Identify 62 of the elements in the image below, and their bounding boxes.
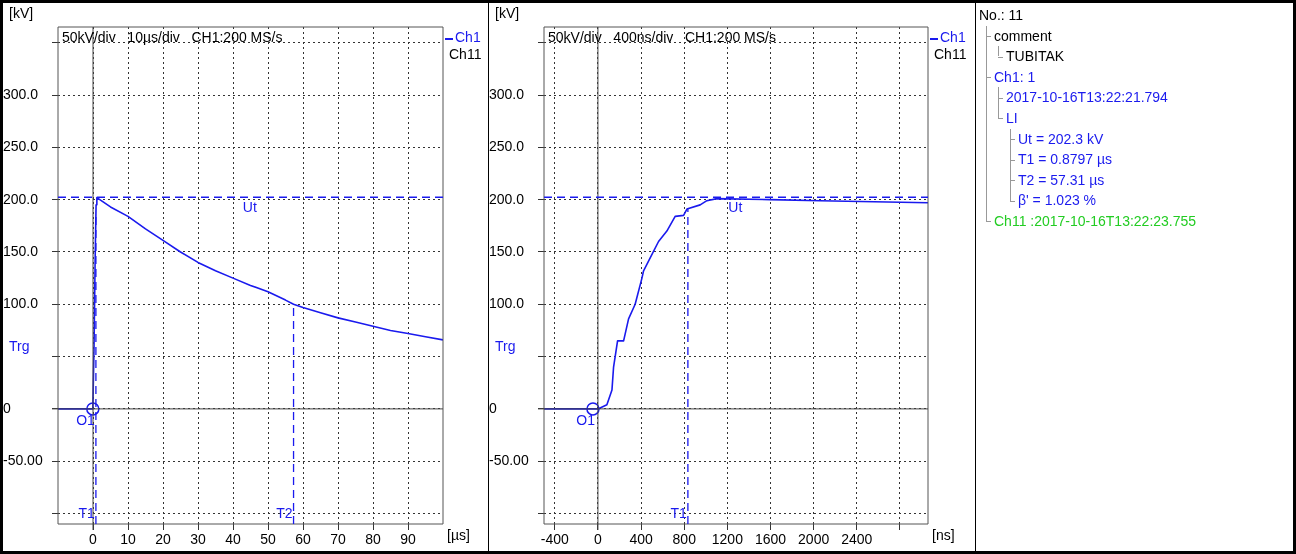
y-tick-label: 200.0	[489, 190, 525, 207]
y-tick-label: 300.0	[3, 85, 39, 102]
x-tick-label: 10	[120, 531, 136, 548]
legend-label: Ch1	[455, 28, 481, 45]
x-tick-label: 20	[155, 531, 171, 548]
text: TUBITAK	[1005, 47, 1066, 67]
x-tick-label: 0	[89, 531, 98, 548]
x-axis-title: [µs]	[447, 526, 470, 543]
text: β' = 1.023 %	[1017, 191, 1098, 211]
x-tick-label: 70	[330, 531, 346, 548]
y-tick-label: 150.0	[489, 242, 525, 259]
text: Ch11	[449, 45, 482, 62]
ref-line-label: Ut	[242, 199, 257, 216]
chart-subtitle: 50kV/div 10µs/div CH1:200 MS/s	[62, 28, 283, 45]
y-tick-label: 100.0	[3, 295, 39, 312]
x-tick-label: -400	[540, 531, 570, 548]
x-tick-label: 30	[190, 531, 206, 548]
x-tick-label: 1200	[711, 531, 744, 548]
y-axis-title: [kV]	[495, 4, 520, 21]
x-tick-label: 1600	[754, 531, 787, 548]
ref-line-label: T1	[670, 504, 688, 521]
x-tick-label: 400	[629, 531, 653, 548]
annotation: O1	[76, 411, 96, 428]
annotation: O1	[576, 411, 596, 428]
text: Ch1: 1	[993, 67, 1037, 87]
text: T1 = 0.8797 µs	[1017, 150, 1114, 170]
y-tick-label: 300.0	[489, 85, 525, 102]
text: No.: 11	[979, 6, 1025, 25]
ref-line-label: T1	[78, 504, 96, 521]
y-tick-label: 100.0	[489, 295, 525, 312]
x-tick-label: 60	[295, 531, 311, 548]
y-tick-label: 250.0	[489, 138, 525, 155]
y-tick-label: -50.00	[3, 452, 43, 469]
legend-label: Ch1	[940, 28, 966, 45]
y-tick-label: 150.0	[3, 242, 39, 259]
x-tick-label: 2400	[841, 531, 873, 548]
x-tick-label: 80	[365, 531, 381, 548]
text: Ut = 202.3 kV	[1017, 129, 1105, 149]
y-tick-label: 200.0	[3, 190, 39, 207]
text: Trg	[9, 338, 30, 355]
x-tick-label: 2000	[798, 531, 830, 548]
chart-subtitle: 50kV/div 400ns/div CH1:200 MS/s	[548, 28, 776, 45]
text: comment	[993, 26, 1053, 46]
text: Ch11	[934, 45, 967, 62]
text: 2017-10-16T13:22:21.794	[1005, 88, 1169, 108]
text: T2 = 57.31 µs	[1017, 170, 1106, 190]
y-tick-label: -50.00	[489, 452, 529, 469]
ref-line-label: Ut	[728, 199, 743, 216]
x-tick-label: 50	[260, 531, 276, 548]
text: Trg	[495, 338, 516, 355]
y-axis-title: [kV]	[9, 4, 34, 21]
text: Ch11 :2017-10-16T13:22:23.755	[993, 211, 1198, 231]
y-tick-label: 0	[489, 399, 497, 416]
x-tick-label: 40	[225, 531, 241, 548]
x-tick-label: 800	[672, 531, 697, 548]
text: LI	[1005, 108, 1019, 128]
x-axis-title: [ns]	[932, 526, 955, 543]
y-tick-label: 250.0	[3, 138, 39, 155]
x-tick-label: 0	[594, 531, 603, 548]
y-tick-label: 0	[3, 399, 11, 416]
ref-line-label: T2	[276, 504, 293, 521]
x-tick-label: 90	[400, 531, 416, 548]
